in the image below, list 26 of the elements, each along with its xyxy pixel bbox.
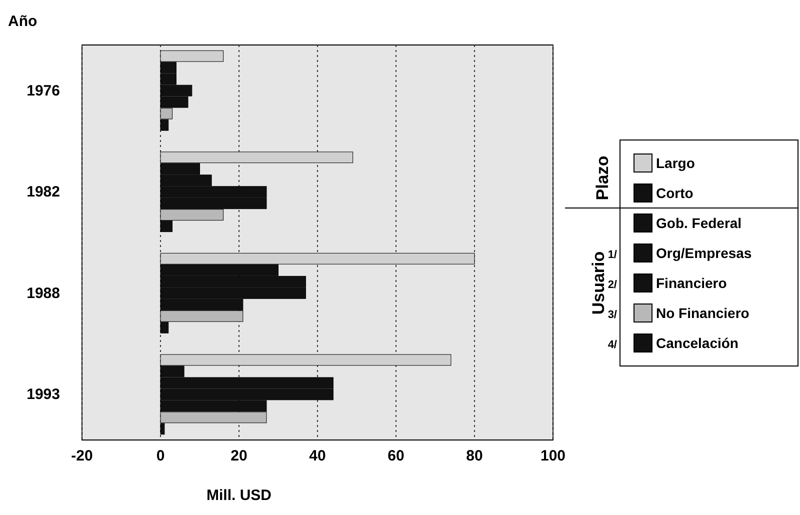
y-tick-label: 1982 [26, 184, 60, 201]
x-tick-label: 80 [466, 448, 483, 465]
text: 3/ [608, 309, 617, 321]
legend-label: Largo [656, 155, 695, 171]
y-tick-label: 1976 [26, 82, 60, 100]
legend-label: No Financiero [656, 305, 750, 321]
x-tick-label: -20 [71, 448, 93, 465]
x-axis-title: Mill. USD [206, 487, 272, 504]
y-tick-label: 1988 [26, 284, 60, 302]
text: 2/ [608, 279, 617, 291]
y-tick-label: 1993 [26, 386, 60, 404]
legend-label: Org/Empresas [656, 245, 752, 261]
text: Plazo [593, 156, 612, 200]
text: 1/ [608, 249, 617, 261]
x-tick-label: 40 [309, 448, 326, 465]
y-axis-title: Año [8, 13, 38, 30]
x-tick-label: 100 [540, 448, 566, 465]
legend-label: Financiero [656, 275, 727, 291]
legend-label: Corto [656, 185, 694, 201]
x-tick-label: 0 [156, 448, 165, 465]
legend-label: Cancelación [656, 335, 738, 351]
x-tick-label: 60 [388, 448, 404, 465]
text: Usuario [589, 251, 608, 315]
x-tick-label: 20 [230, 448, 248, 465]
legend-label: Gob. Federal [656, 215, 742, 231]
text: 4/ [608, 339, 617, 351]
